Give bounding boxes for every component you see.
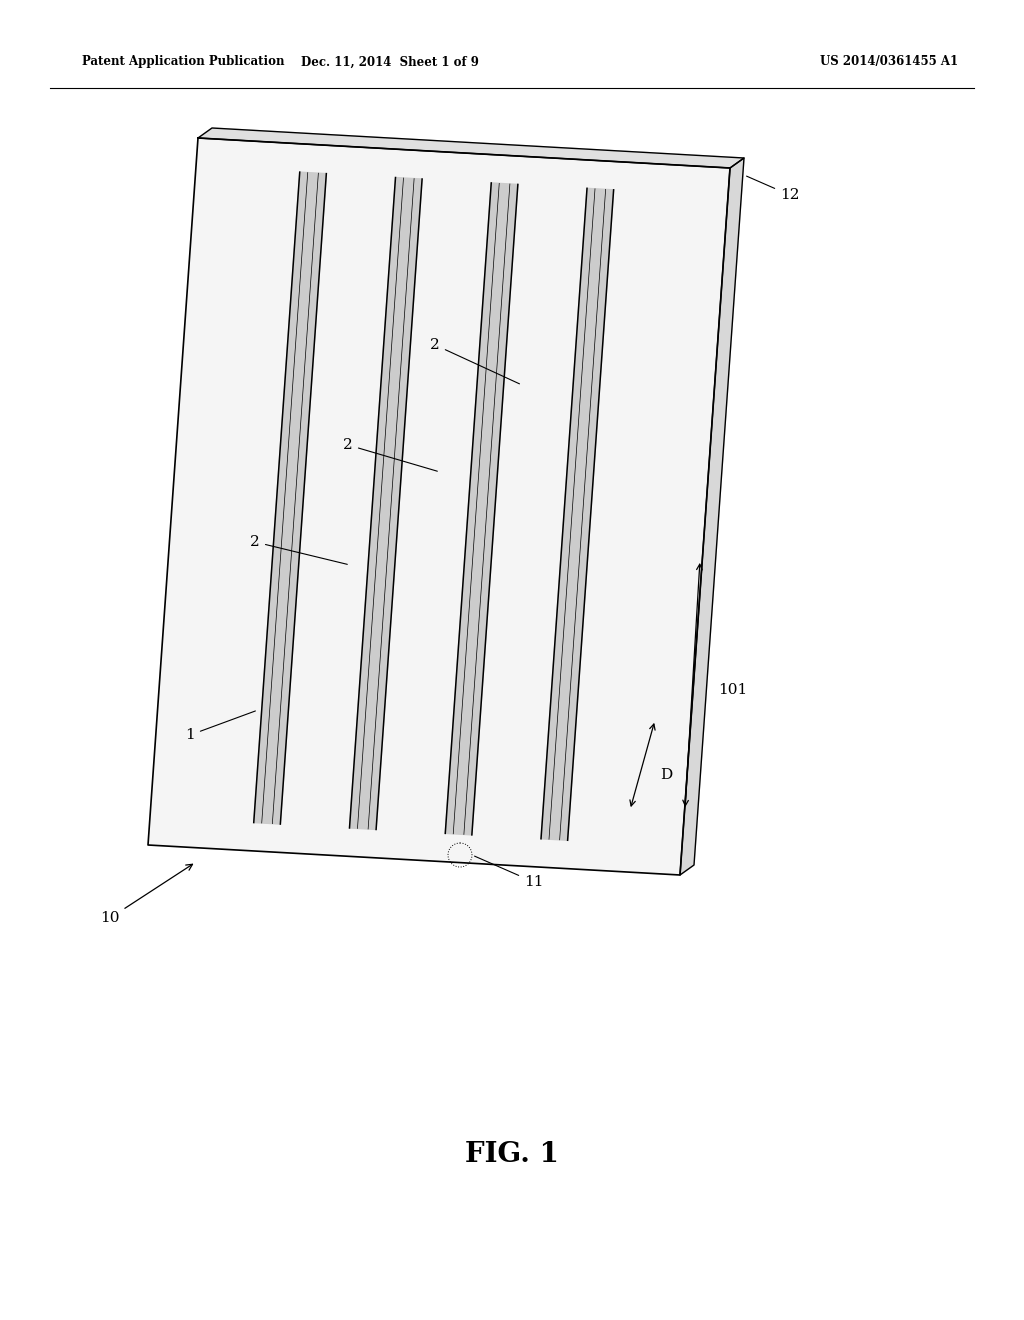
Polygon shape xyxy=(148,139,730,875)
Text: 11: 11 xyxy=(474,857,544,888)
Polygon shape xyxy=(541,189,613,841)
Polygon shape xyxy=(349,177,422,829)
Text: 2: 2 xyxy=(430,338,519,384)
Text: 101: 101 xyxy=(718,682,748,697)
Polygon shape xyxy=(198,128,744,168)
Polygon shape xyxy=(254,172,327,824)
Text: D: D xyxy=(660,768,672,781)
Text: Dec. 11, 2014  Sheet 1 of 9: Dec. 11, 2014 Sheet 1 of 9 xyxy=(301,55,479,69)
Text: 10: 10 xyxy=(100,865,193,925)
Text: FIG. 1: FIG. 1 xyxy=(465,1142,559,1168)
Polygon shape xyxy=(680,158,744,875)
Text: Patent Application Publication: Patent Application Publication xyxy=(82,55,285,69)
Text: 2: 2 xyxy=(343,438,437,471)
Polygon shape xyxy=(445,183,518,834)
Text: 1: 1 xyxy=(185,711,255,742)
Text: 2: 2 xyxy=(250,535,347,565)
Text: US 2014/0361455 A1: US 2014/0361455 A1 xyxy=(820,55,958,69)
Text: 12: 12 xyxy=(746,176,800,202)
